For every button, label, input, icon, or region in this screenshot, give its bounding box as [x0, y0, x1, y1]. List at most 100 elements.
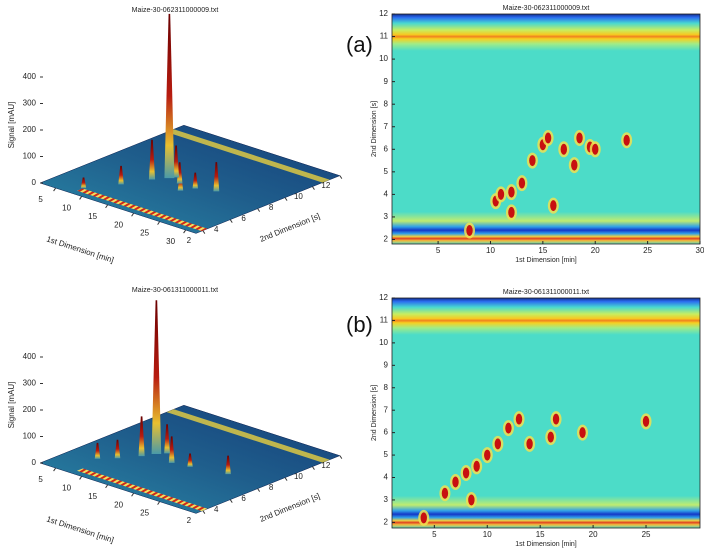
y-tick — [202, 510, 206, 514]
x-tick — [131, 212, 135, 217]
peak — [138, 416, 145, 457]
x-tick — [131, 492, 135, 497]
z-tick-label: 200 — [23, 405, 37, 414]
heatmap-background — [392, 14, 700, 244]
x-axis-label: 1st Dimension [min] — [515, 257, 577, 264]
z-tick-label: 100 — [23, 152, 37, 161]
panel-label: (a) — [346, 32, 373, 57]
y-tick-label: 12 — [379, 9, 388, 18]
x-tick-label: 10 — [62, 204, 71, 213]
z-tick-label: 100 — [23, 432, 37, 441]
peak — [94, 442, 101, 459]
y-tick-label: 10 — [294, 472, 303, 481]
x-tick-label: 25 — [642, 530, 651, 539]
spot — [576, 132, 583, 144]
spot — [508, 186, 515, 198]
x-tick-label: 5 — [432, 530, 437, 539]
plot-frame — [391, 297, 701, 529]
z-axis-label: Signal [mAU] — [7, 102, 16, 149]
spot — [623, 134, 630, 146]
surface-floor — [39, 124, 341, 234]
y-tick-label: 10 — [379, 54, 388, 63]
x-tick — [105, 204, 109, 209]
spot — [508, 206, 515, 218]
peak — [213, 162, 220, 192]
x-tick — [79, 476, 83, 480]
y-tick — [202, 230, 206, 234]
z-tick-label: 200 — [23, 125, 37, 134]
y-tick-label: 12 — [321, 461, 330, 470]
spot — [560, 143, 568, 155]
spot — [494, 438, 502, 450]
z-tick-label: 400 — [23, 72, 37, 81]
y-tick — [229, 219, 233, 223]
y-tick-label: 10 — [294, 192, 303, 201]
y-tick-label: 12 — [321, 181, 330, 190]
x-axis-label: 1st Dimension [min] — [45, 514, 115, 544]
y-tick — [229, 499, 233, 503]
surface-ridge — [166, 129, 330, 183]
y-tick-label: 9 — [384, 360, 389, 369]
chart-title: Maize-30-062311000009.txt — [132, 7, 219, 14]
y-axis-label: 2nd Dimension [s] — [258, 491, 321, 523]
spot — [515, 413, 523, 425]
z-tick-label: 0 — [32, 178, 37, 187]
y-tick-label: 5 — [384, 167, 389, 176]
x-tick-label: 5 — [38, 195, 43, 204]
spot — [505, 422, 512, 434]
x-tick-label: 15 — [536, 530, 545, 539]
y-tick-label: 2 — [384, 517, 389, 526]
peak — [173, 145, 180, 178]
peak — [187, 453, 193, 467]
x-tick-label: 20 — [591, 246, 600, 255]
x-tick — [53, 187, 57, 192]
y-tick — [312, 186, 315, 190]
peak — [168, 436, 175, 463]
x-tick-label: 15 — [538, 246, 547, 255]
spot — [547, 431, 554, 443]
y-tick-label: 9 — [384, 77, 389, 86]
spot — [473, 460, 480, 472]
spot — [552, 413, 560, 425]
y-tick-label: 2 — [187, 516, 192, 525]
y-tick-label: 8 — [269, 483, 274, 492]
peak — [148, 139, 156, 180]
y-tick-label: 11 — [380, 316, 389, 325]
x-tick — [105, 484, 109, 489]
x-tick — [53, 467, 57, 472]
y-tick-label: 6 — [384, 144, 389, 153]
y-tick-label: 4 — [384, 190, 389, 199]
peak — [176, 162, 183, 184]
spot — [518, 177, 526, 189]
spot — [550, 200, 557, 212]
x-tick-label: 10 — [483, 530, 492, 539]
spot — [466, 224, 473, 236]
x-tick — [157, 221, 161, 225]
peak — [151, 300, 162, 454]
y-tick — [257, 488, 261, 492]
peak — [192, 172, 198, 189]
heatmap-background — [392, 298, 700, 528]
spot — [468, 494, 475, 506]
x-tick-label: 25 — [643, 246, 652, 255]
z-tick-label: 0 — [32, 458, 37, 467]
spot — [452, 476, 459, 488]
x-tick-label: 30 — [696, 246, 704, 255]
y-tick-label: 12 — [379, 293, 388, 302]
y-tick-label: 7 — [384, 405, 389, 414]
y-tick-label: 5 — [384, 450, 389, 459]
plot-frame — [391, 13, 701, 245]
z-tick-label: 400 — [23, 352, 37, 361]
y-tick-label: 8 — [269, 203, 274, 212]
y-tick-label: 4 — [214, 225, 219, 234]
x-tick-label: 30 — [166, 237, 175, 246]
peak — [114, 439, 121, 459]
y-tick-label: 7 — [384, 122, 389, 131]
y-tick — [284, 197, 288, 201]
y-tick-label: 6 — [384, 428, 389, 437]
spot — [497, 188, 505, 200]
surface-artifact — [76, 188, 208, 232]
y-tick-label: 4 — [214, 505, 219, 514]
